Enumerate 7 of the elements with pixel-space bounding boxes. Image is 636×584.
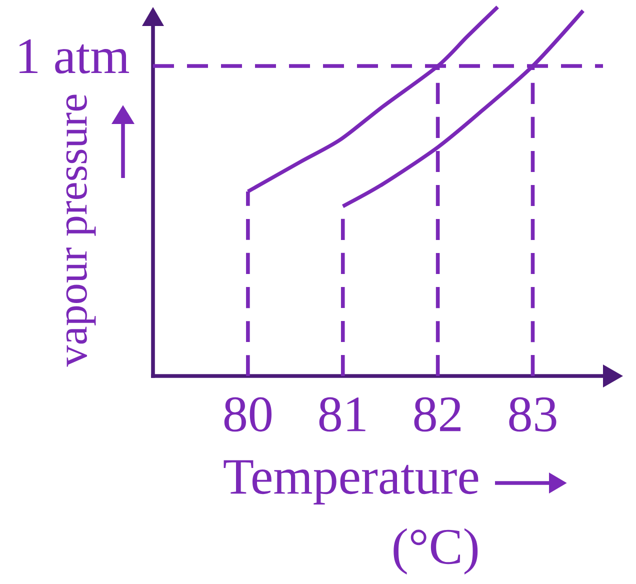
x-tick-label: 80 [224,397,272,432]
x-tick-label: 81 [319,397,366,432]
y-axis-title: vapour pressure [66,94,96,367]
x-tick-label: 83 [509,397,556,432]
x-axis-title: Temperature (°C) [224,460,478,574]
ref-line-label: 1 atm [20,39,130,74]
x-tick-label: 82 [414,397,460,432]
